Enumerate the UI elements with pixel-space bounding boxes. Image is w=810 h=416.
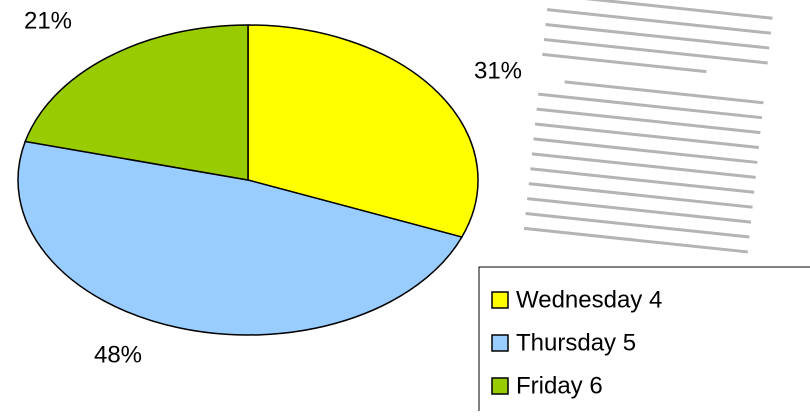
data-label: 21%: [24, 7, 72, 34]
legend-label: Wednesday 4: [516, 286, 662, 313]
legend-label: Friday 6: [516, 372, 603, 399]
newspaper-clipping: [507, 0, 804, 275]
legend-swatch: [492, 292, 508, 308]
legend-swatch: [492, 378, 508, 394]
data-label: 48%: [94, 341, 142, 368]
data-label: 31%: [474, 57, 522, 84]
legend-swatch: [492, 335, 508, 351]
legend-label: Thursday 5: [516, 329, 636, 356]
page: {"chart_data": {"type": "pie", "categori…: [0, 0, 810, 416]
chart: 31% 48% 21% Wednesday 4 Thursday 5 Friday 6: [0, 0, 810, 411]
